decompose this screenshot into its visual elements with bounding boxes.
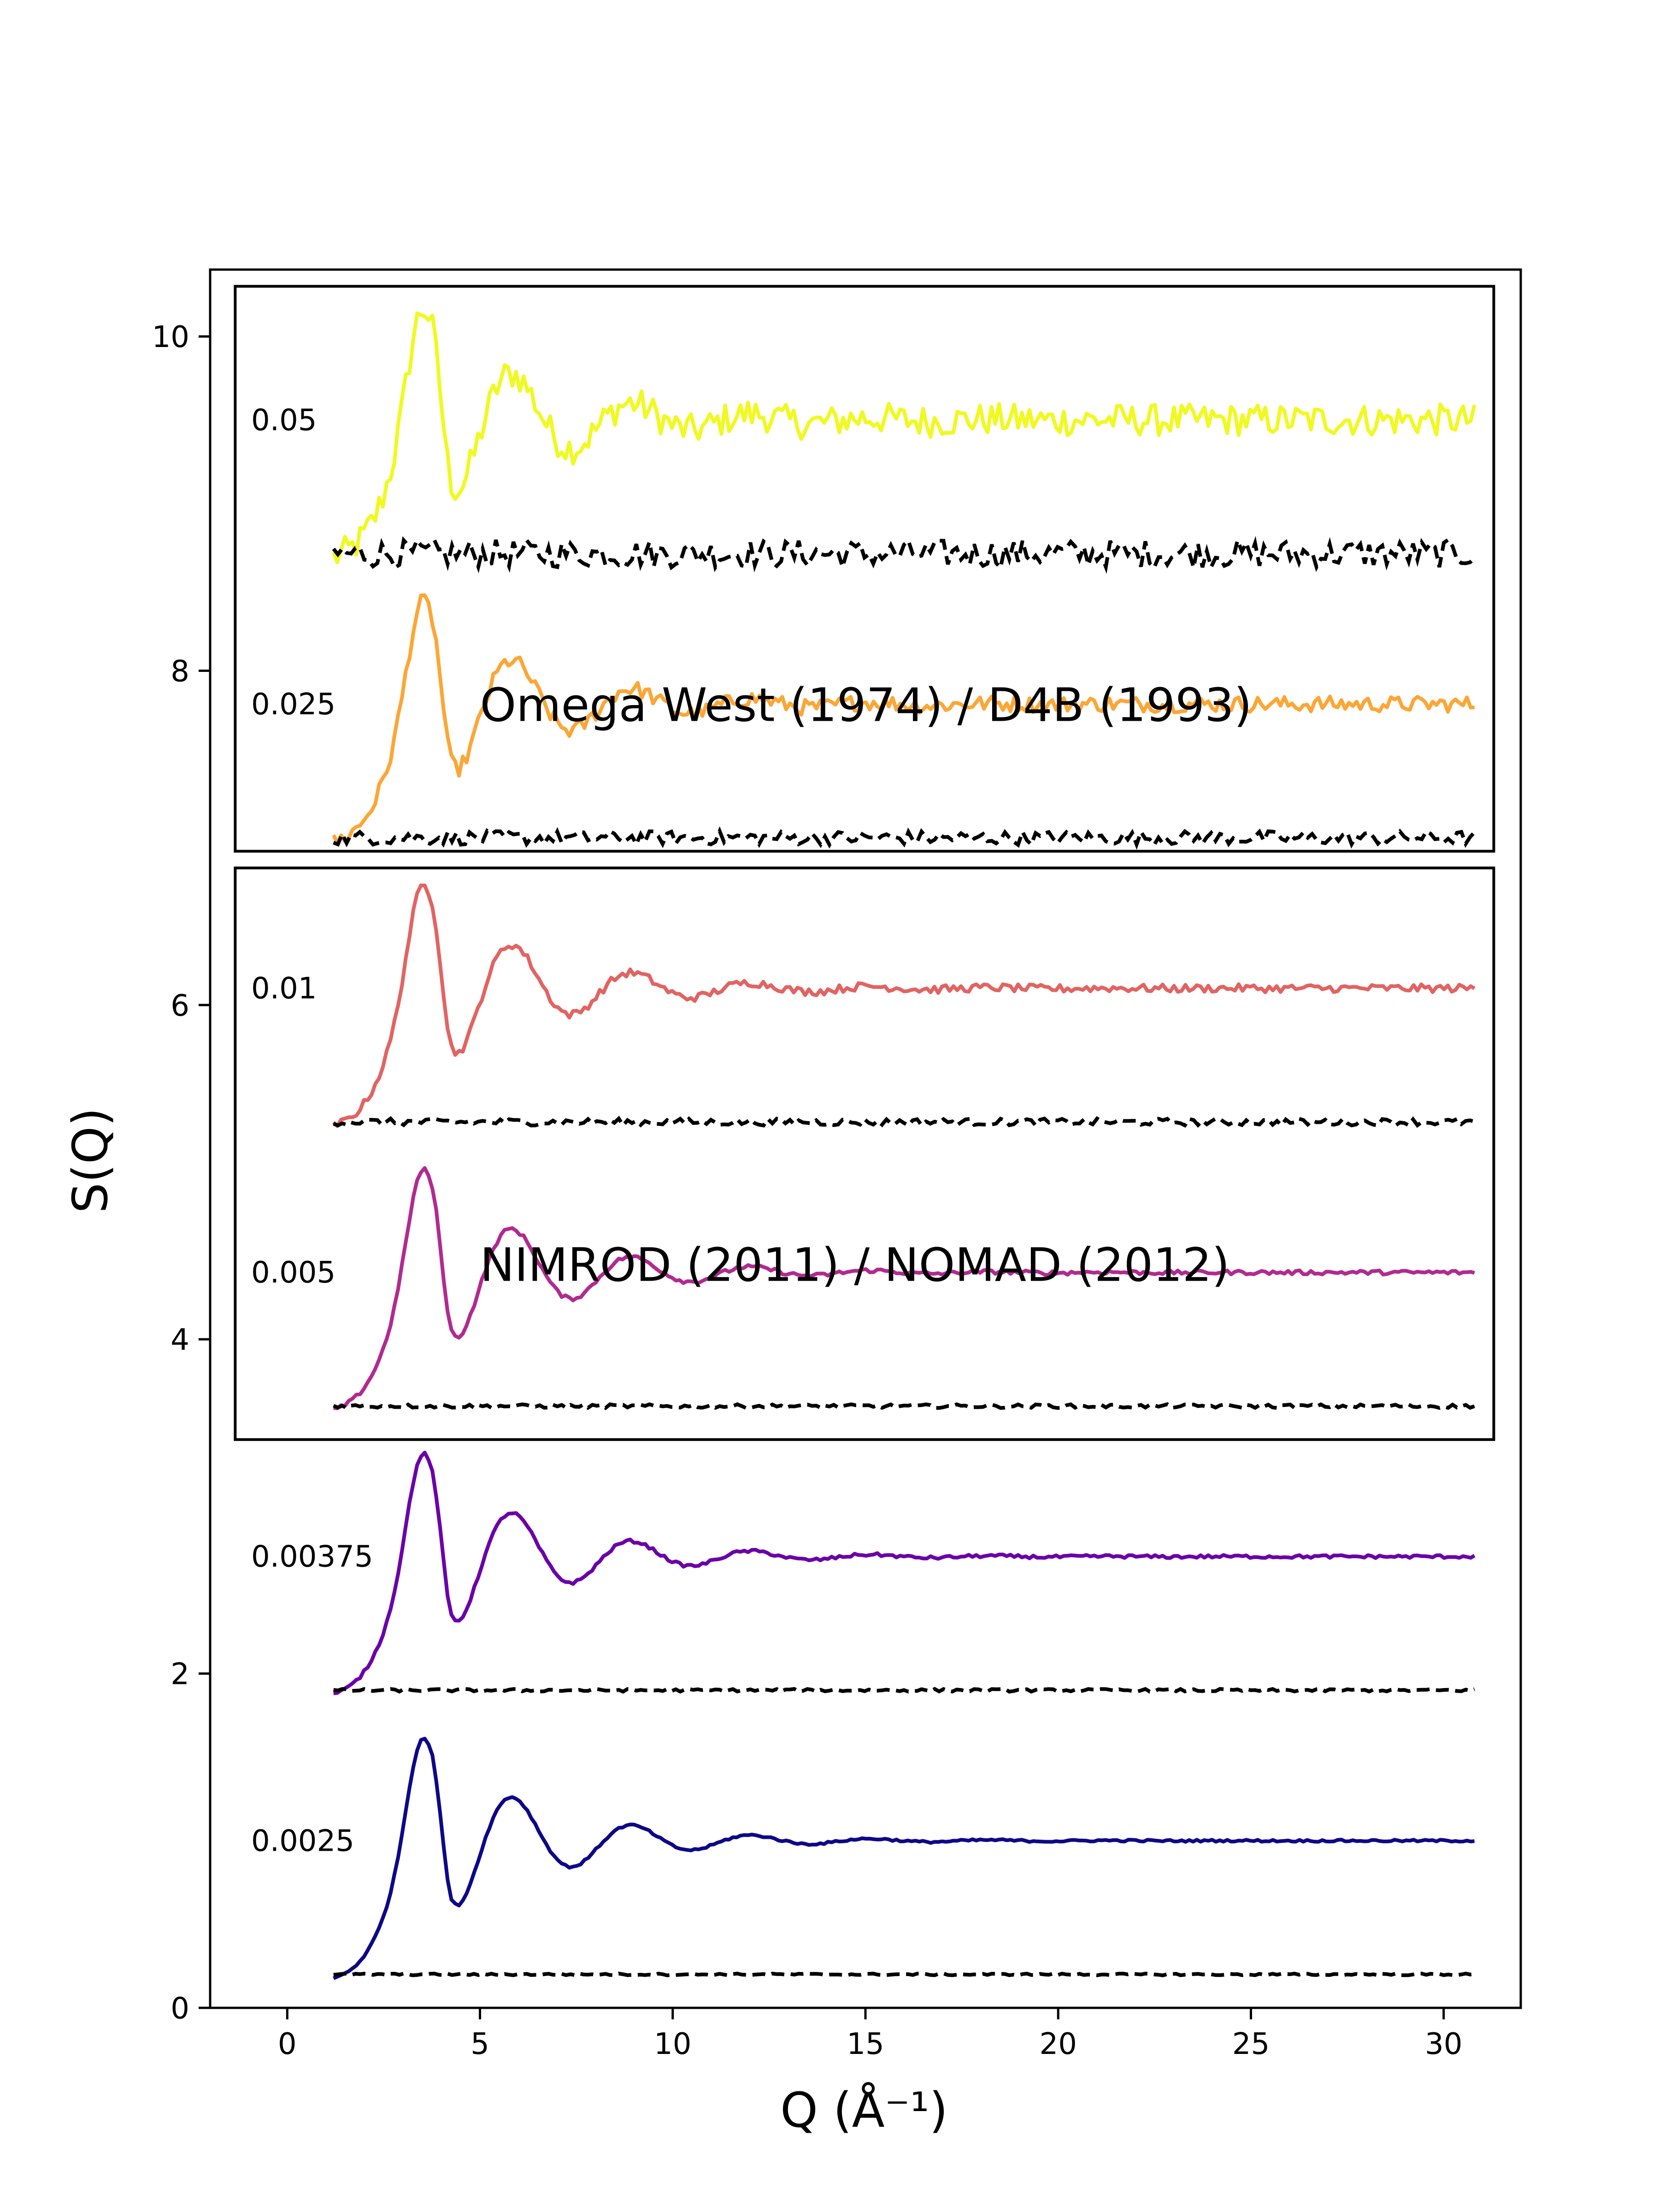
series-noise-label: 0.025: [251, 688, 335, 722]
x-tick-label: 15: [847, 2027, 884, 2061]
x-axis-title: Q (Å⁻¹): [780, 2082, 948, 2138]
annotation-box-label: NIMROD (2011) / NOMAD (2012): [480, 1238, 1230, 1292]
annotation-box: [234, 285, 1495, 853]
y-tick-label: 10: [152, 320, 189, 354]
series-line: [333, 1736, 1475, 1980]
x-tick-label: 20: [1040, 2027, 1077, 2061]
series-line: [333, 1451, 1476, 1695]
y-tick-label: 2: [171, 1658, 189, 1692]
y-axis-title: S(Q): [62, 1107, 118, 1213]
y-tick-label: 6: [171, 989, 189, 1023]
series-noise-label: 0.00375: [251, 1540, 373, 1574]
series-baseline-dashed: [332, 534, 1476, 574]
y-tick-label: 4: [171, 1323, 189, 1357]
series-line: [331, 311, 1477, 565]
x-tick-label: 0: [278, 2027, 297, 2061]
plot-area: 0.05 0.025 0.01 0.005 0.00375 0.0025 Omega Wes…: [234, 285, 1495, 1980]
series-noise-label: 0.0025: [251, 1824, 354, 1858]
annotation-box: [234, 866, 1495, 1441]
y-tick-label: 8: [171, 654, 189, 688]
series-noise-label: 0.005: [251, 1256, 335, 1290]
series-baseline-dashed: [333, 1402, 1475, 1411]
series-baseline-dashed: [333, 1687, 1475, 1694]
x-tick-label: 10: [654, 2027, 691, 2061]
x-tick-label: 25: [1232, 2027, 1270, 2061]
axes-frame: [209, 268, 1522, 2009]
series-baseline-dashed: [333, 826, 1476, 850]
axes: Q (Å⁻¹) S(Q) 0 5 10 15 20 25 30 0 2 4 6 8 10: [62, 268, 1522, 2138]
y-tick-label: 0: [171, 1992, 189, 2026]
series-noise-label: 0.01: [251, 972, 317, 1006]
annotation-box-label: Omega West (1974) / D4B (1993): [480, 678, 1252, 732]
series-line: [332, 593, 1475, 845]
x-tick-label: 30: [1425, 2027, 1462, 2061]
series-baseline-dashed: [333, 1971, 1475, 1977]
x-tick-label: 5: [471, 2027, 489, 2061]
series-line: [333, 1166, 1475, 1411]
series-line: [332, 883, 1476, 1128]
series-noise-label: 0.05: [251, 403, 317, 437]
series-baseline-dashed: [333, 1116, 1475, 1129]
